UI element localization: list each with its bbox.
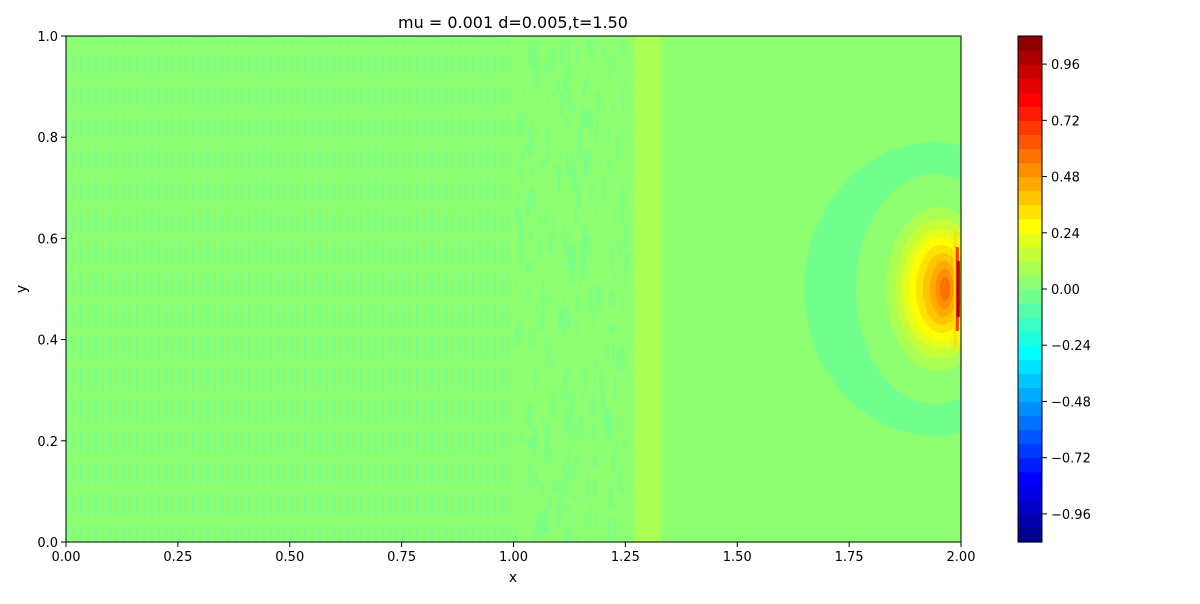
y-axis: 0.0 0.2 0.4 0.6 0.8 1.0	[37, 30, 66, 551]
colorbar-level	[1018, 162, 1042, 178]
y-tick-label: 0.6	[37, 232, 58, 247]
x-tick-label: 1.25	[611, 550, 640, 565]
colorbar-level	[1018, 260, 1042, 276]
colorbar-level	[1018, 471, 1042, 487]
colorbar-level	[1018, 190, 1042, 206]
colorbar-level	[1018, 50, 1042, 65]
colorbar-level	[1018, 78, 1042, 93]
y-tick-label: 0.0	[37, 536, 58, 551]
x-tick-label: 0.75	[387, 550, 416, 565]
x-tick-label: 0.50	[275, 550, 304, 565]
colorbar-level	[1018, 232, 1042, 248]
colorbar-level	[1018, 429, 1042, 445]
colorbar-level	[1018, 176, 1042, 192]
colorbar-level	[1018, 513, 1042, 529]
pulse	[804, 142, 961, 436]
colorbar-level	[1018, 92, 1042, 107]
colorbar-level	[1018, 218, 1042, 234]
y-axis-label: y	[14, 285, 30, 293]
chart-title: mu = 0.001 d=0.005,t=1.50	[398, 13, 628, 32]
x-tick-label: 2.00	[947, 550, 976, 565]
colorbar-tick-label: 0.24	[1051, 227, 1080, 242]
y-tick-label: 0.4	[37, 334, 58, 349]
colorbar-level	[1018, 246, 1042, 262]
contour-field	[66, 36, 961, 542]
x-axis: 0.00 0.25 0.50 0.75 1.00 1.25 1.50 1.75 2.00	[52, 542, 976, 565]
colorbar-level	[1018, 204, 1042, 220]
colorbar-level	[1018, 499, 1042, 515]
colorbar-level	[1018, 527, 1042, 543]
x-tick-label: 1.50	[723, 550, 752, 565]
colorbar-level	[1018, 457, 1042, 473]
y-tick-label: 1.0	[37, 30, 58, 45]
wave-texture	[66, 36, 631, 542]
colorbar-level	[1018, 64, 1042, 79]
front-band	[634, 36, 662, 542]
colorbar-level	[1018, 148, 1042, 164]
colorbar-level	[1018, 317, 1042, 332]
colorbar-tick-label: 0.72	[1051, 114, 1080, 129]
colorbar-tick-label: −0.72	[1051, 452, 1091, 467]
colorbar-level	[1018, 134, 1042, 150]
colorbar	[1017, 35, 1043, 543]
colorbar-level	[1018, 485, 1042, 501]
colorbar-level	[1018, 303, 1042, 318]
colorbar-level	[1018, 331, 1042, 346]
y-tick-label: 0.8	[37, 131, 58, 146]
colorbar-tick-label: 0.00	[1051, 283, 1080, 298]
colorbar-level	[1018, 415, 1042, 431]
colorbar-level	[1018, 387, 1042, 403]
colorbar-level	[1018, 359, 1042, 374]
x-tick-label: 1.00	[499, 550, 528, 565]
colorbar-tick-label: 0.96	[1051, 58, 1080, 73]
colorbar-level	[1018, 274, 1042, 290]
colorbar-tick-label: −0.96	[1051, 508, 1091, 523]
colorbar-level	[1018, 36, 1042, 51]
colorbar-level	[1018, 289, 1042, 304]
colorbar-level	[1018, 373, 1042, 388]
colorbar-level	[1018, 443, 1042, 459]
colorbar-level	[1018, 401, 1042, 417]
colorbar-level	[1018, 120, 1042, 135]
colorbar-level	[1018, 345, 1042, 360]
x-axis-label: x	[509, 570, 517, 586]
y-tick-label: 0.2	[37, 435, 58, 450]
x-tick-label: 0.25	[163, 550, 192, 565]
colorbar-tick-label: −0.48	[1051, 395, 1091, 410]
colorbar-tick-label: −0.24	[1051, 339, 1091, 354]
colorbar-tick-label: 0.48	[1051, 171, 1080, 186]
colorbar-axis: 0.96 0.72 0.48 0.24 0.00 −0.24 −0.48 −0.72 −0.96	[1042, 58, 1091, 523]
x-tick-label: 0.00	[52, 550, 81, 565]
x-tick-label: 1.75	[835, 550, 864, 565]
colorbar-level	[1018, 106, 1042, 121]
